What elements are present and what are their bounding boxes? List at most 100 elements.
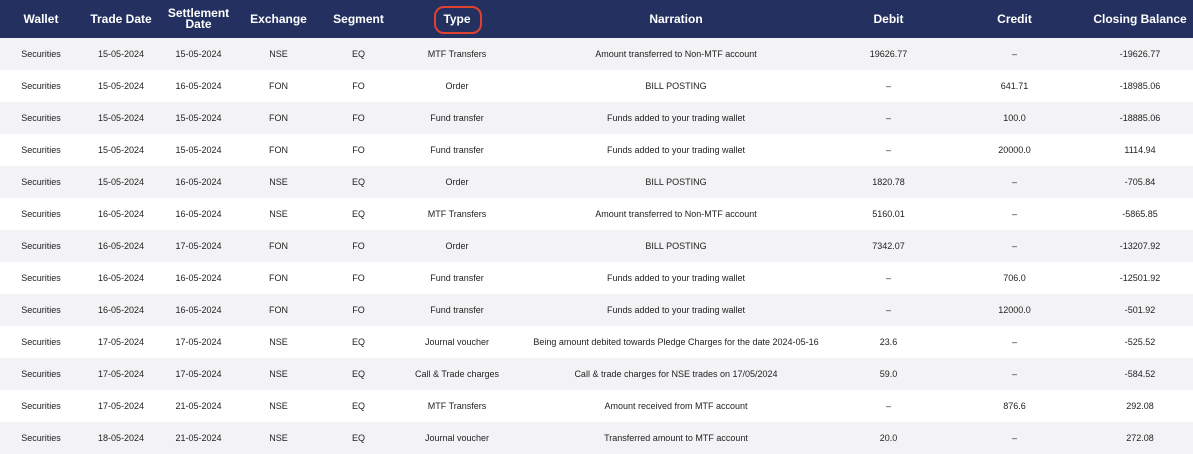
cell: Journal voucher	[424, 337, 490, 347]
cell: EQ	[320, 166, 397, 198]
cell: NSE	[269, 337, 288, 347]
cell: –	[942, 230, 1087, 262]
cell: Call & trade charges for NSE trades on 1…	[517, 358, 835, 390]
cell: NSE	[237, 166, 320, 198]
column-header[interactable]: Exchange	[237, 0, 320, 38]
cell: NSE	[269, 209, 288, 219]
cell: -525.52	[1124, 337, 1156, 347]
cell: Securities	[0, 102, 82, 134]
cell: 17-05-2024	[160, 358, 237, 390]
cell: EQ	[320, 422, 397, 454]
ledger-row: Securities 18-05-2024 21-05-2024 NSE EQ Journ…	[0, 422, 1193, 454]
cell: Securities	[0, 230, 82, 262]
cell: FON	[237, 294, 320, 326]
cell: FO	[320, 294, 397, 326]
cell: 16-05-2024	[160, 166, 237, 198]
cell: EQ	[320, 38, 397, 70]
cell: 18-05-2024	[82, 422, 160, 454]
cell: 16-05-2024	[160, 294, 237, 326]
column-header[interactable]: Debit	[835, 0, 942, 38]
cell: Amount received from MTF account	[604, 401, 748, 411]
column-header[interactable]: Segment	[320, 0, 397, 38]
cell: Securities	[21, 81, 61, 91]
table-body: Securities 15-05-2024 15-05-2024 NSE EQ MTF T…	[0, 38, 1193, 454]
cell: –	[942, 422, 1087, 454]
cell: FO	[320, 230, 397, 262]
cell: 23.6	[879, 337, 898, 347]
cell: Fund transfer	[430, 145, 484, 155]
ledger-row: Securities 17-05-2024 17-05-2024 NSE EQ Call …	[0, 358, 1193, 390]
cell: Securities	[0, 166, 82, 198]
cell: Fund transfer	[397, 102, 517, 134]
cell: BILL POSTING	[517, 166, 835, 198]
cell: Being amount debited towards Pledge Char…	[533, 337, 819, 347]
cell: 17-05-2024	[97, 337, 145, 347]
cell: Transferred amount to MTF account	[517, 422, 835, 454]
cell: 16-05-2024	[97, 273, 145, 283]
cell: 5160.01	[872, 209, 905, 219]
cell: 20000.0	[998, 145, 1031, 155]
ledger-row: Securities 15-05-2024 15-05-2024 FON FO Fund …	[0, 134, 1193, 166]
cell: Amount transferred to Non-MTF account	[595, 209, 757, 219]
cell: 272.08	[1087, 422, 1193, 454]
cell: 15-05-2024	[160, 102, 237, 134]
ledger-row: Securities 16-05-2024 16-05-2024 FON FO Fund …	[0, 294, 1193, 326]
cell: Journal voucher	[397, 422, 517, 454]
cell: MTF Transfers	[397, 38, 517, 70]
header-row: Wallet Trade Date Settlement Date Exchange S…	[0, 0, 1193, 38]
cell: -501.92	[1087, 294, 1193, 326]
cell: 16-05-2024	[82, 294, 160, 326]
column-header[interactable]: Wallet	[0, 0, 82, 38]
cell: Securities	[0, 358, 82, 390]
cell: 16-05-2024	[82, 230, 160, 262]
cell: FO	[352, 273, 365, 283]
cell: 7342.07	[835, 230, 942, 262]
cell: NSE	[237, 38, 320, 70]
cell: Securities	[0, 38, 82, 70]
cell: FO	[352, 81, 365, 91]
cell: 1114.94	[1124, 145, 1156, 155]
cell: Securities	[21, 145, 61, 155]
cell: -13207.92	[1087, 230, 1193, 262]
column-header[interactable]: Settlement Date	[160, 0, 237, 38]
cell: –	[942, 38, 1087, 70]
cell: Securities	[0, 294, 82, 326]
cell: 15-05-2024	[160, 38, 237, 70]
cell: 21-05-2024	[175, 401, 222, 411]
highlight-circle	[434, 6, 482, 34]
column-header[interactable]: Trade Date	[82, 0, 160, 38]
cell: 15-05-2024	[97, 145, 145, 155]
cell: -18885.06	[1087, 102, 1193, 134]
cell: 16-05-2024	[175, 81, 222, 91]
cell: -12501.92	[1119, 273, 1161, 283]
cell: 876.6	[1003, 401, 1026, 411]
ledger-row: Securities 16-05-2024 16-05-2024 NSE EQ MTF T…	[0, 198, 1193, 230]
cell: BILL POSTING	[517, 230, 835, 262]
ledger-row: Securities 17-05-2024 17-05-2024 NSE EQ Journ…	[0, 326, 1193, 358]
cell: FON	[269, 81, 288, 91]
column-header[interactable]: Credit	[942, 0, 1087, 38]
cell: 21-05-2024	[160, 422, 237, 454]
cell: 706.0	[1003, 273, 1026, 283]
cell: 15-05-2024	[82, 38, 160, 70]
cell: EQ	[351, 209, 365, 219]
cell: -18985.06	[1119, 81, 1161, 91]
cell: 15-05-2024	[175, 145, 222, 155]
cell: 17-05-2024	[97, 401, 145, 411]
cell: Securities	[21, 401, 61, 411]
column-header[interactable]: Closing Balance	[1087, 0, 1193, 38]
ledger-row: Securities 15-05-2024 15-05-2024 FON FO Fund …	[0, 102, 1193, 134]
cell: 19626.77	[835, 38, 942, 70]
cell: FON	[269, 273, 288, 283]
column-header[interactable]: Narration	[517, 0, 835, 38]
cell: 15-05-2024	[82, 166, 160, 198]
cell: Order	[445, 81, 469, 91]
cell: NSE	[237, 358, 320, 390]
cell: –	[835, 102, 942, 134]
cell: Securities	[0, 422, 82, 454]
cell: –	[885, 145, 891, 155]
cell: Amount transferred to Non-MTF account	[517, 38, 835, 70]
cell: MTF Transfers	[427, 401, 487, 411]
cell: 15-05-2024	[82, 102, 160, 134]
